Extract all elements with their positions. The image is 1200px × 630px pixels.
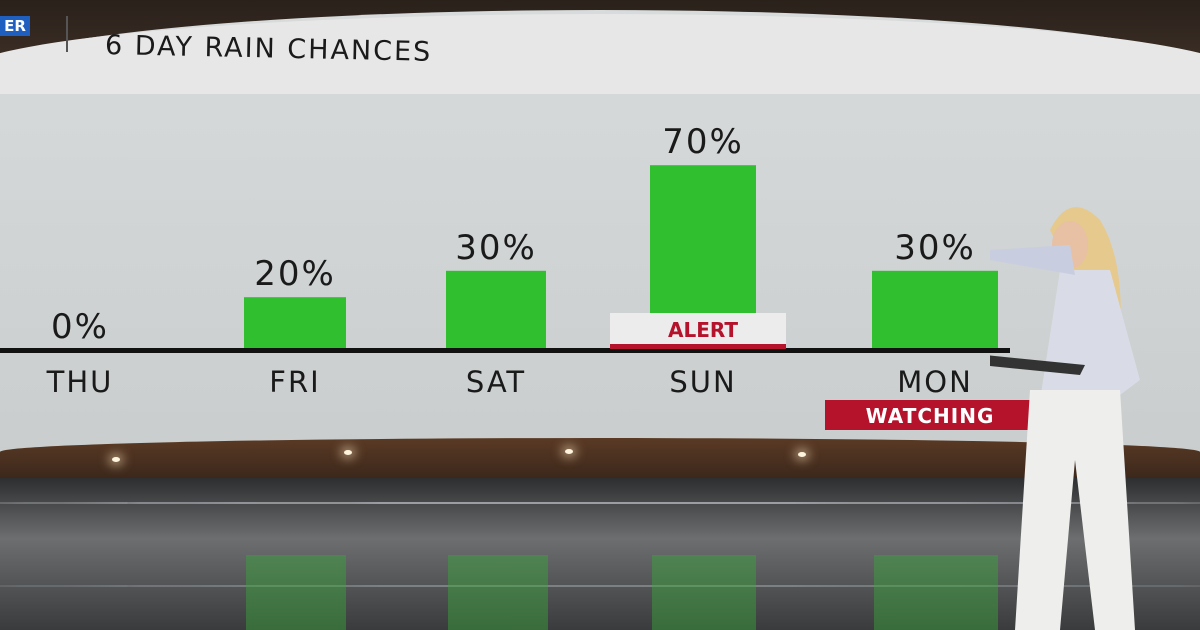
- alert-tag: ALERT: [668, 318, 738, 342]
- x-tick-fri: FRI: [269, 365, 320, 399]
- data-label-mon: 30%: [894, 228, 976, 268]
- ceiling-light: [344, 450, 352, 455]
- watching-tag-bg: [825, 400, 1035, 430]
- alert-tag-underline: [610, 344, 786, 349]
- data-label-sat: 30%: [455, 228, 537, 268]
- data-label-fri: 20%: [254, 254, 336, 294]
- floor-line: [0, 585, 1200, 587]
- title-banner: [0, 14, 1200, 94]
- data-label-sun: 70%: [662, 122, 744, 162]
- bar-reflection: [874, 555, 998, 630]
- ceiling-light: [798, 452, 806, 457]
- watching-tag: WATCHING: [866, 404, 995, 428]
- data-label-thu: 0%: [51, 307, 109, 347]
- x-tick-sun: SUN: [669, 365, 736, 399]
- presenter: [990, 207, 1140, 630]
- x-tick-sat: SAT: [466, 365, 526, 399]
- bar-reflection: [246, 555, 346, 630]
- baseline: [0, 348, 1010, 353]
- bar-reflection: [652, 555, 756, 630]
- x-tick-mon: MON: [897, 365, 973, 399]
- bar-fri: [244, 297, 346, 350]
- station-logo: ER: [0, 16, 30, 36]
- bar-mon: [872, 270, 998, 350]
- ceiling-light: [565, 449, 573, 454]
- bar-sat: [446, 270, 546, 350]
- bar-reflection: [448, 555, 548, 630]
- x-tick-thu: THU: [46, 365, 114, 399]
- floor-line: [0, 502, 1200, 504]
- banner-divider: [66, 16, 68, 52]
- ceiling-light: [112, 457, 120, 462]
- alert-tag-bg: [610, 313, 786, 344]
- wood-trim: [0, 438, 1200, 478]
